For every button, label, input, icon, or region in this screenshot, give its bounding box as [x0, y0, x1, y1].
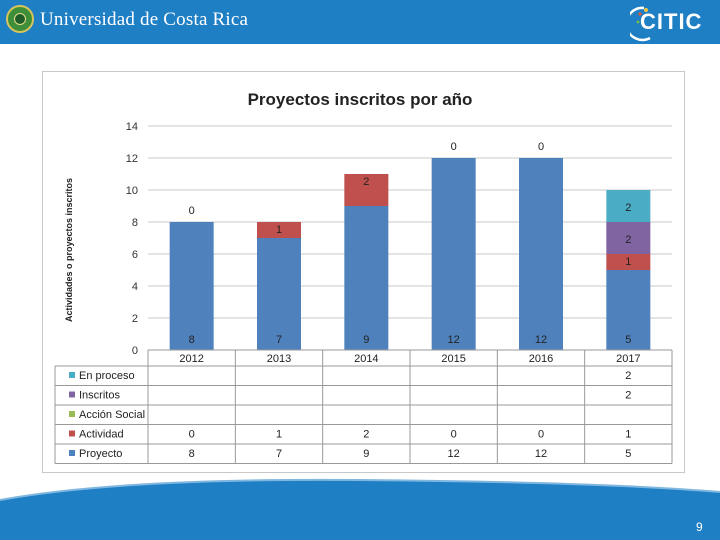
- bar-proyecto-2014: [344, 206, 389, 350]
- table-cell: 1: [276, 429, 282, 441]
- bar-actividad-2014: [344, 174, 389, 206]
- legend-swatch-acción-social: [69, 411, 75, 417]
- data-label-proyecto: 7: [276, 334, 282, 346]
- legend-swatch-actividad: [69, 430, 75, 437]
- citic-logo-icon: [630, 6, 651, 42]
- bar-proyecto-2015: [431, 158, 476, 350]
- data-label-proyecto: 12: [535, 334, 547, 346]
- y-tick-label: 0: [132, 345, 138, 357]
- bar-inscritos-2017: [606, 222, 651, 254]
- x-tick-label: 2014: [354, 353, 378, 365]
- table-cell: 2: [625, 390, 631, 402]
- footer-wave: [0, 478, 720, 540]
- y-tick-label: 6: [132, 249, 138, 261]
- y-tick-label: 12: [126, 153, 138, 165]
- table-cell: 12: [448, 448, 460, 460]
- data-label-actividad: 0: [451, 141, 457, 153]
- bar-en-proceso-2017: [606, 190, 651, 222]
- header-bar: Universidad de Costa Rica CITIC: [0, 0, 720, 44]
- ucr-seal-icon: [6, 5, 34, 33]
- legend-label: Proyecto: [79, 448, 122, 460]
- y-tick-label: 4: [132, 281, 138, 293]
- table-cell: 0: [451, 429, 457, 441]
- bar-proyecto-2012: [169, 222, 214, 350]
- data-label-actividad: 1: [276, 224, 282, 236]
- y-tick-label: 10: [126, 185, 138, 197]
- data-label-actividad: 1: [625, 256, 631, 268]
- y-tick-label: 14: [126, 121, 138, 133]
- chart-title: Proyectos inscritos por año: [248, 90, 473, 109]
- table-cell: 9: [363, 448, 369, 460]
- university-name: Universidad de Costa Rica: [40, 9, 249, 30]
- table-cell: 0: [538, 429, 544, 441]
- bar-proyecto-2013: [257, 238, 301, 350]
- data-label-proyecto: 8: [189, 334, 195, 346]
- table-cell: 5: [625, 448, 631, 460]
- table-cell: 2: [363, 429, 369, 441]
- legend-label: Actividad: [79, 429, 124, 441]
- table-cell: 2: [625, 370, 631, 382]
- bar-actividad-2013: [257, 222, 301, 238]
- data-label-inscritos: 2: [625, 234, 631, 246]
- legend-label: Acción Social: [79, 409, 145, 421]
- data-label-actividad: 0: [189, 205, 195, 217]
- x-tick-label: 2015: [441, 353, 465, 365]
- legend-swatch-proyecto: [69, 450, 75, 456]
- table-cell: 1: [625, 429, 631, 441]
- legend-label: Inscritos: [79, 390, 120, 402]
- x-tick-label: 2016: [529, 353, 553, 365]
- bar-proyecto-2016: [519, 158, 563, 350]
- data-label-proyecto: 5: [625, 334, 631, 346]
- legend-swatch-inscritos: [69, 391, 75, 398]
- x-tick-label: 2013: [267, 353, 291, 365]
- y-tick-label: 2: [132, 313, 138, 325]
- data-label-actividad: 0: [538, 141, 544, 153]
- x-tick-label: 2017: [616, 353, 640, 365]
- data-label-proyecto: 9: [363, 334, 369, 346]
- page-number: 9: [696, 520, 703, 534]
- data-label-actividad: 2: [363, 176, 369, 188]
- citic-logo-text: CITIC: [640, 9, 703, 34]
- table-cell: 0: [189, 429, 195, 441]
- table-cell: 7: [276, 448, 282, 460]
- table-cell: 12: [535, 448, 547, 460]
- legend-swatch-en-proceso: [69, 372, 75, 378]
- data-label-proyecto: 12: [448, 334, 460, 346]
- legend-label: En proceso: [79, 370, 135, 382]
- data-label-en-proceso: 2: [625, 202, 631, 214]
- bar-actividad-2017: [606, 254, 651, 270]
- x-tick-label: 2012: [179, 353, 203, 365]
- chart: Proyectos inscritos por año Actividades o…: [54, 90, 673, 464]
- table-cell: 8: [189, 448, 195, 460]
- chart-frame: Proyectos inscritos por año Actividades o…: [42, 71, 685, 473]
- y-tick-label: 8: [132, 217, 138, 229]
- y-axis-label: Actividades o proyectos inscritos: [64, 178, 74, 322]
- bar-proyecto-2017: [606, 270, 651, 350]
